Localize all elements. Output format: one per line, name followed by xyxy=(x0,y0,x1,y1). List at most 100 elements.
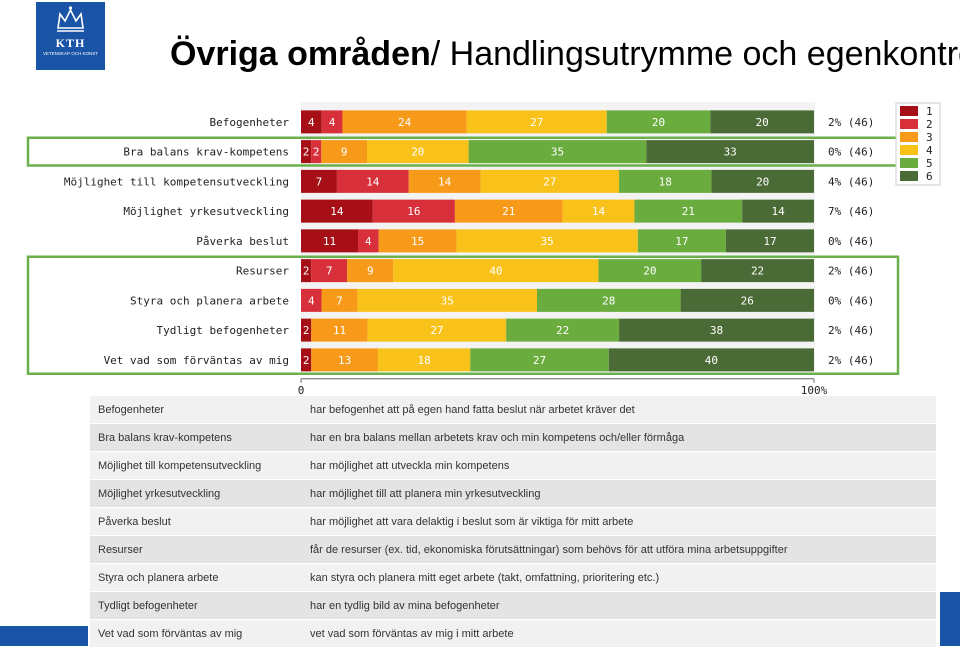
missing-label: 2% (46) xyxy=(828,324,874,337)
segment-label: 20 xyxy=(756,175,769,188)
missing-label: 2% (46) xyxy=(828,265,874,278)
bar-segment xyxy=(598,259,702,283)
legend-label: 1 xyxy=(926,105,933,118)
x-tick-label: 0 xyxy=(298,384,305,395)
bar-segment xyxy=(506,318,620,342)
definition-term: Tydligt befogenheter xyxy=(90,591,302,620)
bar-segment xyxy=(466,110,607,134)
definition-row: Tydligt befogenheter har en tydlig bild a… xyxy=(90,591,936,620)
legend-label: 5 xyxy=(926,157,933,170)
segment-label: 18 xyxy=(659,175,672,188)
segment-label: 2 xyxy=(303,146,310,159)
missing-label: 7% (46) xyxy=(828,205,874,218)
segment-label: 14 xyxy=(771,205,785,218)
definition-row: Möjlighet yrkesutveckling har möjlighet t… xyxy=(90,479,936,508)
segment-label: 4 xyxy=(308,294,315,307)
bar-segment xyxy=(357,288,537,312)
segment-label: 4 xyxy=(308,116,315,129)
definition-text: har möjlighet till att planera min yrkes… xyxy=(302,479,936,508)
segment-label: 20 xyxy=(411,146,424,159)
bar-segment xyxy=(301,288,322,312)
accent-bar-right xyxy=(940,592,960,646)
segment-label: 7 xyxy=(316,175,323,188)
bar-segment xyxy=(646,140,814,164)
bar-segment xyxy=(336,169,409,193)
legend-swatch xyxy=(900,132,918,142)
missing-label: 4% (46) xyxy=(828,175,874,188)
segment-label: 2 xyxy=(303,324,310,337)
bar-segment xyxy=(301,110,322,134)
category-label: Möjlighet till kompetensutveckling xyxy=(64,175,289,188)
category-label: Befogenheter xyxy=(210,116,290,129)
definition-term: Påverka beslut xyxy=(90,507,302,536)
bar-segment xyxy=(301,169,337,193)
missing-label: 0% (46) xyxy=(828,294,874,307)
page-title: Övriga områden/ Handlingsutrymme och ege… xyxy=(170,34,960,74)
category-label: Påverka beslut xyxy=(196,235,289,248)
logo-text: KTH xyxy=(55,36,86,50)
segment-label: 2 xyxy=(313,146,320,159)
bar-segment xyxy=(367,318,507,342)
segment-label: 20 xyxy=(643,265,656,278)
definition-row: Vet vad som förväntas av mig vet vad som … xyxy=(90,619,936,648)
segment-label: 33 xyxy=(724,146,737,159)
definition-term: Möjlighet till kompetensutveckling xyxy=(90,451,302,480)
category-label: Resurser xyxy=(236,265,289,278)
segment-label: 40 xyxy=(705,354,718,367)
highlight-box xyxy=(26,255,900,375)
bar-segment xyxy=(480,169,620,193)
bar-segment xyxy=(321,288,358,312)
bar-segment xyxy=(454,199,563,223)
missing-label: 2% (46) xyxy=(828,116,874,129)
segment-label: 17 xyxy=(675,235,688,248)
category-label: Möjlighet yrkesutveckling xyxy=(123,205,289,218)
segment-label: 13 xyxy=(338,354,351,367)
segment-label: 27 xyxy=(430,324,443,337)
definition-term: Resurser xyxy=(90,535,302,564)
legend-swatch xyxy=(900,106,918,116)
definition-row: Befogenheter har befogenhet att på egen h… xyxy=(90,396,936,424)
legend-swatch xyxy=(900,158,918,168)
segment-label: 22 xyxy=(556,324,569,337)
legend-label: 6 xyxy=(926,170,933,183)
segment-label: 2 xyxy=(303,265,310,278)
bar-segment xyxy=(725,229,814,253)
segment-label: 14 xyxy=(438,175,452,188)
segment-label: 38 xyxy=(710,324,723,337)
segment-label: 35 xyxy=(541,235,554,248)
legend-swatch xyxy=(900,145,918,155)
bar-segment xyxy=(536,288,681,312)
segment-label: 20 xyxy=(756,116,769,129)
bar-segment xyxy=(619,169,712,193)
definition-text: har en bra balans mellan arbetets krav o… xyxy=(302,423,936,452)
bar-segment xyxy=(378,229,457,253)
definition-row: Styra och planera arbete kan styra och pl… xyxy=(90,563,936,592)
crown-icon xyxy=(57,6,84,32)
bar-segment xyxy=(301,229,358,253)
segment-label: 22 xyxy=(751,265,764,278)
bar-segment xyxy=(347,259,394,283)
category-label: Tydligt befogenheter xyxy=(157,324,290,337)
bar-segment xyxy=(456,229,638,253)
x-tick-label: 100% xyxy=(801,384,828,395)
bar-segment xyxy=(301,199,373,223)
bar-segment xyxy=(301,348,312,372)
definition-text: har en tydlig bild av mina befogenheter xyxy=(302,591,936,620)
segment-label: 17 xyxy=(763,235,776,248)
definition-term: Befogenheter xyxy=(90,396,302,424)
logo-subtext: VETENSKAP OCH KONST xyxy=(43,51,98,56)
bar-segment xyxy=(393,259,599,283)
legend-label: 3 xyxy=(926,131,933,144)
definition-text: får de resurser (ex. tid, ekonomiska för… xyxy=(302,535,936,564)
segment-label: 9 xyxy=(341,146,348,159)
bar-segment xyxy=(367,140,469,164)
bar-segment xyxy=(321,110,343,134)
segment-label: 14 xyxy=(330,205,344,218)
bar-segment xyxy=(372,199,455,223)
category-label: Styra och planera arbete xyxy=(130,294,289,307)
segment-label: 20 xyxy=(652,116,665,129)
bar-segment xyxy=(742,199,814,223)
bar-segment xyxy=(358,229,379,253)
bar-segment xyxy=(470,348,609,372)
missing-label: 0% (46) xyxy=(828,146,874,159)
